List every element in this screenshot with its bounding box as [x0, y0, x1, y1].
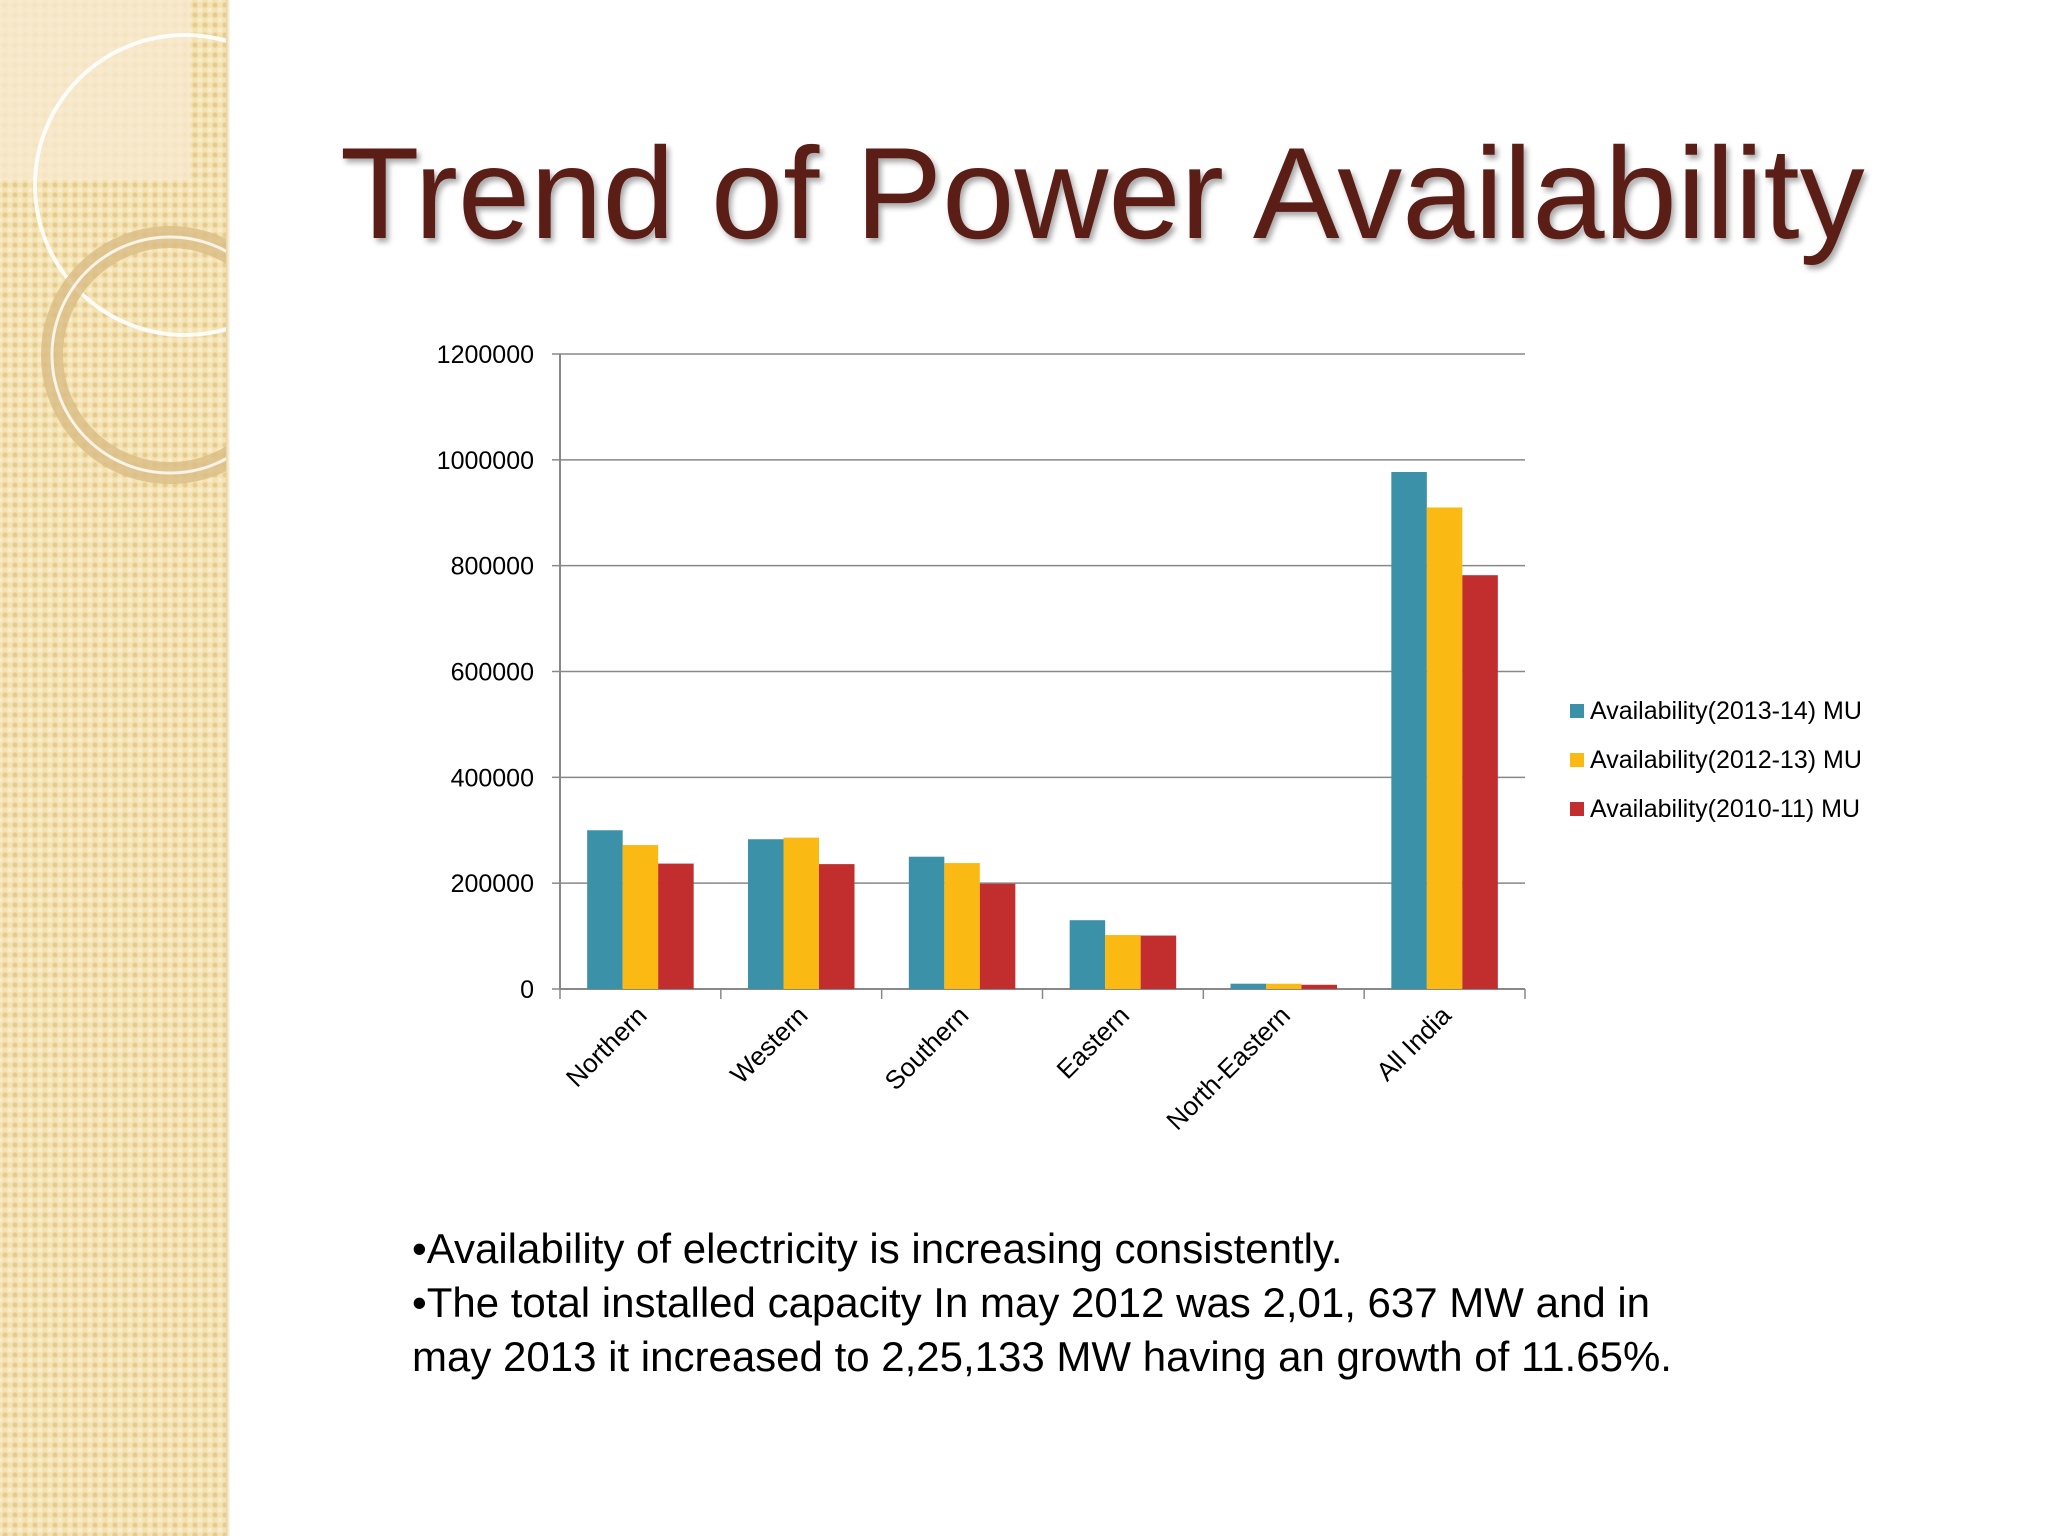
bar	[622, 845, 659, 989]
bar	[1426, 507, 1463, 989]
bar	[748, 839, 784, 989]
x-tick-label: Southern	[878, 1000, 974, 1096]
bar	[908, 856, 945, 989]
legend-label: Availability(2013-14) MU	[1590, 697, 1862, 725]
y-tick-label: 1200000	[437, 341, 534, 369]
bar	[783, 837, 819, 989]
x-tick-label: All India	[1370, 1000, 1457, 1087]
bar	[1230, 983, 1266, 989]
bar	[1105, 935, 1141, 989]
y-tick-label: 1000000	[437, 447, 534, 475]
legend-swatch	[1570, 753, 1584, 767]
bar	[944, 863, 980, 989]
x-tick-label: Northern	[560, 1000, 653, 1093]
y-tick-label: 200000	[451, 870, 534, 898]
legend-label: Availability(2012-13) MU	[1590, 746, 1862, 774]
y-tick-label: 800000	[451, 553, 534, 581]
y-tick-label: 600000	[451, 659, 534, 687]
bar	[1391, 472, 1427, 990]
x-tick-label: Eastern	[1051, 1000, 1136, 1085]
bar-chart: 0 200000 400000 600000 800000 1000000 1200000 N…	[437, 341, 1862, 1136]
bar	[1266, 983, 1302, 989]
bar	[1462, 575, 1498, 989]
bar	[1301, 984, 1337, 989]
slide-title: Trend of Power Availability	[340, 120, 1865, 266]
bar	[1069, 920, 1106, 989]
y-tick-label: 0	[520, 976, 534, 1004]
decorative-rings	[0, 0, 228, 484]
legend-label: Availability(2010-11) MU	[1590, 795, 1860, 823]
bullet-1: •Availability of electricity is increasi…	[412, 1225, 1343, 1272]
bar	[658, 863, 694, 989]
panel-edge	[226, 0, 230, 1536]
legend-swatch	[1570, 704, 1584, 718]
decorative-side-panel	[0, 0, 228, 1536]
x-tick-label: North-Eastern	[1160, 1000, 1296, 1136]
bar	[979, 883, 1016, 989]
bullet-list: •Availability of electricity is increasi…	[412, 1222, 1732, 1384]
bar	[1140, 935, 1177, 989]
legend-swatch	[1570, 802, 1584, 816]
y-tick-label: 400000	[451, 764, 534, 792]
bar	[819, 864, 855, 989]
bullet-2: •The total installed capacity In may 201…	[412, 1279, 1672, 1380]
x-tick-label: Western	[724, 1000, 813, 1089]
bar	[587, 830, 623, 989]
